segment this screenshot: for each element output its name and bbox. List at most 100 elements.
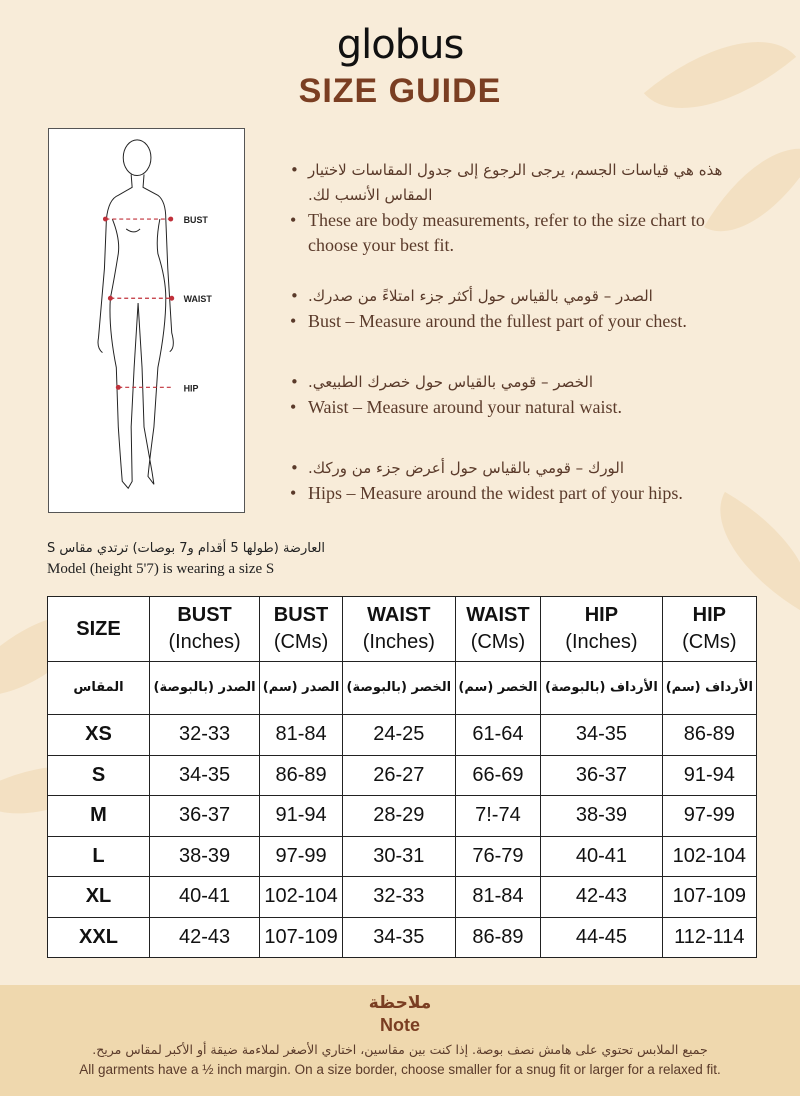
ar-header: الخصر (سم) [454,661,542,715]
leaf-decoration [692,491,800,614]
measurement-cell: 26-27 [341,754,456,796]
table-row: S 34-35 86-89 26-27 66-69 36-37 91-94 [47,754,758,796]
note-text-en: All garments have a ½ inch margin. On a … [79,1062,721,1077]
measurement-cell: 36-37 [540,754,663,796]
waist-label: WAIST [184,294,213,304]
hip-label: HIP [184,383,199,393]
header-unit: (CMs) [470,631,526,653]
measurement-cell: 40-41 [148,876,261,918]
ar-header: الأرداف (سم) [661,661,758,715]
header-unit: (Inches) [362,631,435,653]
measurement-cell: 36-37 [148,795,261,837]
measurement-cell: 32-33 [341,876,456,918]
measurement-cell: 102-104 [259,876,343,918]
measurement-cell: 81-84 [259,714,343,756]
model-info: العارضة (طولها 5 أقدام و7 بوصات) ترتدي م… [47,538,325,580]
header-unit: (CMs) [682,631,737,653]
header-waist-cms: WAIST (CMs) [454,596,542,662]
instruction-ar: هذه هي قياسات الجسم، يرجى الرجوع إلى جدو… [288,158,748,208]
body-measurement-figure: BUST WAIST HIP [48,128,245,513]
hip-instruction-en: Hips – Measure around the widest part of… [288,481,748,506]
instruction-en: These are body measurements, refer to th… [288,208,748,258]
waist-instruction-ar: الخصر – قومي بالقياس حول خصرك الطبيعي. [288,370,748,395]
measurement-cell: 81-84 [454,876,542,918]
bust-label: BUST [184,215,209,225]
table-row: XXL 42-43 107-109 34-35 86-89 44-45 112-114 [47,916,758,958]
header-unit: (Inches) [168,631,241,653]
measurement-cell: 42-43 [148,916,261,958]
header-hip-inches: HIP (Inches) [540,596,663,662]
measurement-cell: 107-109 [661,876,758,918]
header-label: SIZE [76,617,121,640]
ar-header: الأرداف (بالبوصة) [540,661,663,715]
body-silhouette-illustration: BUST WAIST HIP [97,139,213,490]
measurement-cell: 38-39 [540,795,663,837]
measurement-cell: 34-35 [148,754,261,796]
table-arabic-header-row: المقاس الصدر (بالبوصة) الصدر (سم) الخصر … [47,661,758,715]
size-cell: XXL [47,916,150,958]
size-cell: XL [47,876,150,918]
bust-instruction-ar: الصدر – قومي بالقياس حول أكثر جزء امتلاء… [288,284,748,309]
header-unit: (Inches) [565,631,638,653]
measurement-cell: 28-29 [341,795,456,837]
measurement-cell: 40-41 [540,835,663,877]
bust-instruction-en: Bust – Measure around the fullest part o… [288,309,748,334]
page-title: SIZE GUIDE [298,72,502,110]
table-row: XS 32-33 81-84 24-25 61-64 34-35 86-89 [47,714,758,756]
measurement-cell: 24-25 [341,714,456,756]
measurement-cell: 66-69 [454,754,542,796]
measurement-cell: 91-94 [259,795,343,837]
header-unit: (CMs) [273,631,329,653]
table-row: XL 40-41 102-104 32-33 81-84 42-43 107-109 [47,876,758,918]
measurement-cell: 76-79 [454,835,542,877]
header-bust-cms: BUST (CMs) [259,596,343,662]
measurement-cell: 107-109 [259,916,343,958]
note-title-ar: ملاحظة [368,993,432,1013]
measurement-cell: 97-99 [661,795,758,837]
measurement-cell: 91-94 [661,754,758,796]
header-label: BUST [177,604,232,626]
header-label: HIP [692,604,727,626]
measurement-cell: 86-89 [454,916,542,958]
note-title-en: Note [380,1015,420,1035]
model-info-en: Model (height 5'7) is wearing a size S [47,561,275,577]
header-size: SIZE [47,596,150,662]
brand-logo: globus [336,22,465,68]
measurement-cell: 34-35 [341,916,456,958]
model-info-ar: العارضة (طولها 5 أقدام و7 بوصات) ترتدي م… [47,541,326,556]
header-label: WAIST [367,604,431,626]
measurement-cell: 30-31 [341,835,456,877]
measurement-cell: 61-64 [454,714,542,756]
measurement-cell: 86-89 [661,714,758,756]
measurement-instructions: هذه هي قياسات الجسم، يرجى الرجوع إلى جدو… [288,158,748,506]
hip-instruction-ar: الورك – قومي بالقياس حول أعرض جزء من ورك… [288,456,748,481]
note-text-ar: جميع الملابس تحتوي على هامش نصف بوصة. إذ… [92,1042,708,1057]
measurement-cell: 38-39 [148,835,261,877]
size-cell: L [47,835,150,877]
ar-header: المقاس [47,661,150,715]
ar-header: الصدر (سم) [259,661,343,715]
measurement-cell: 102-104 [661,835,758,877]
measurement-cell: 7!-74 [454,795,542,837]
size-cell: M [47,795,150,837]
ar-header: الخصر (بالبوصة) [341,661,456,715]
size-chart-table: SIZE BUST (Inches) BUST (CMs) WAIST (Inches… [47,596,758,958]
ar-header: الصدر (بالبوصة) [148,661,261,715]
header-bust-inches: BUST (Inches) [148,596,261,662]
measurement-cell: 112-114 [661,916,758,958]
measurement-cell: 97-99 [259,835,343,877]
header-label: HIP [584,604,619,626]
measurement-cell: 86-89 [259,754,343,796]
table-row: M 36-37 91-94 28-29 7!-74 38-39 97-99 [47,795,758,837]
header-label: BUST [273,604,329,626]
measurement-cell: 34-35 [540,714,663,756]
table-row: L 38-39 97-99 30-31 76-79 40-41 102-104 [47,835,758,877]
header-hip-cms: HIP (CMs) [661,596,758,662]
note-section: ملاحظة Note جميع الملابس تحتوي على هامش … [0,985,800,1096]
size-cell: XS [47,714,150,756]
header-waist-inches: WAIST (Inches) [341,596,456,662]
measurement-cell: 44-45 [540,916,663,958]
waist-instruction-en: Waist – Measure around your natural wais… [288,395,748,420]
measurement-cell: 42-43 [540,876,663,918]
